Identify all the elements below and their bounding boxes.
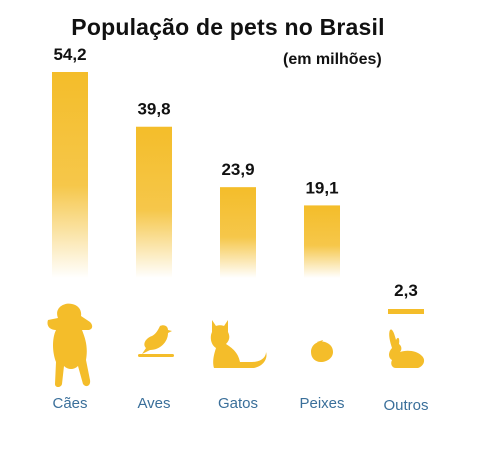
icons-layer: [47, 303, 425, 387]
value-label: 54,2: [53, 45, 86, 64]
bar-outros: [388, 309, 424, 314]
chart-title: População de pets no Brasil: [71, 14, 385, 40]
cat-icon: [210, 320, 267, 368]
category-labels-layer: Cães Aves Gatos Peixes Outros: [52, 395, 428, 414]
category-label: Outros: [383, 397, 428, 414]
rabbit-icon: [389, 329, 425, 368]
fish-icon-shape: [311, 340, 333, 362]
chart-subtitle: (em milhões): [283, 51, 382, 68]
dog-icon: [47, 303, 93, 387]
value-label: 39,8: [137, 100, 170, 119]
category-label: Peixes: [299, 395, 344, 412]
value-label: 2,3: [394, 281, 418, 300]
value-labels-layer: 54,2 39,8 23,9 19,1 2,3: [53, 45, 417, 300]
rabbit-icon-shape: [389, 329, 425, 368]
bars-layer: [52, 72, 424, 314]
fish-icon: [311, 340, 333, 362]
bird-icon: [138, 325, 174, 357]
bar-cães: [52, 72, 88, 278]
category-label: Aves: [137, 395, 170, 412]
cat-icon-shape: [210, 320, 267, 368]
bar-gatos: [220, 187, 256, 278]
bar-aves: [136, 126, 172, 279]
value-label: 23,9: [221, 160, 254, 179]
category-label: Cães: [52, 395, 87, 412]
bird-perch-shape: [138, 354, 174, 357]
value-label: 19,1: [305, 178, 338, 197]
category-label: Gatos: [218, 395, 258, 412]
bird-icon-shape: [142, 325, 172, 354]
dog-icon-shape: [47, 303, 93, 387]
bar-peixes: [304, 205, 340, 278]
